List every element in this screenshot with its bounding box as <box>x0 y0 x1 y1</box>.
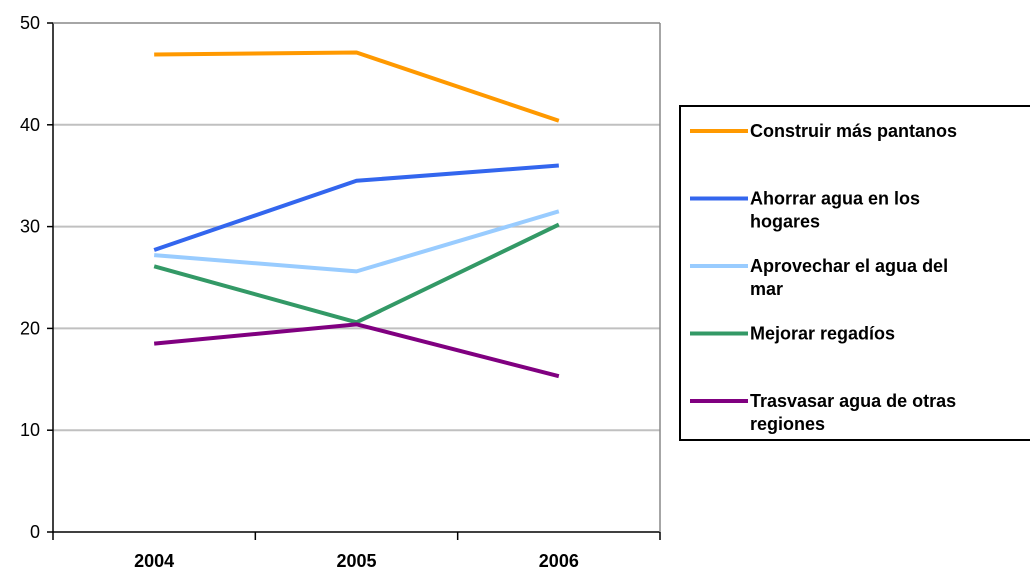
x-axis-ticks: 2004 2005 2006 <box>52 532 661 571</box>
x-category-label: 2004 <box>134 551 174 571</box>
legend-label: Trasvasar agua de otras regiones <box>750 391 956 434</box>
legend: Construir más pantanos Ahorrar agua en lo… <box>679 105 1030 441</box>
series-line-2 <box>153 163 559 252</box>
legend-label: Ahorrar agua en los hogares <box>750 189 920 232</box>
legend-box <box>679 105 1030 441</box>
y-tick-label: 20 <box>20 318 40 338</box>
axes <box>52 22 661 533</box>
series-line-4 <box>153 222 560 325</box>
x-category-label: 2006 <box>539 551 579 571</box>
y-tick-label: 30 <box>20 217 40 237</box>
y-tick-label: 10 <box>20 420 40 440</box>
series-line-3 <box>154 209 560 274</box>
gridlines <box>53 123 660 432</box>
y-tick-label: 40 <box>20 115 40 135</box>
y-tick-label: 0 <box>30 522 40 542</box>
series-line-1 <box>154 50 560 123</box>
legend-label: Mejorar regadíos <box>750 324 895 344</box>
legend-label: Aprovechar el agua del mar <box>750 256 948 299</box>
y-axis-ticks: 0 10 20 30 40 50 <box>20 13 53 542</box>
y-tick-label: 50 <box>20 13 40 33</box>
x-category-label: 2005 <box>336 551 376 571</box>
series-line-5 <box>153 322 560 379</box>
legend-label: Construir más pantanos <box>750 121 957 141</box>
series-lines <box>153 50 560 379</box>
